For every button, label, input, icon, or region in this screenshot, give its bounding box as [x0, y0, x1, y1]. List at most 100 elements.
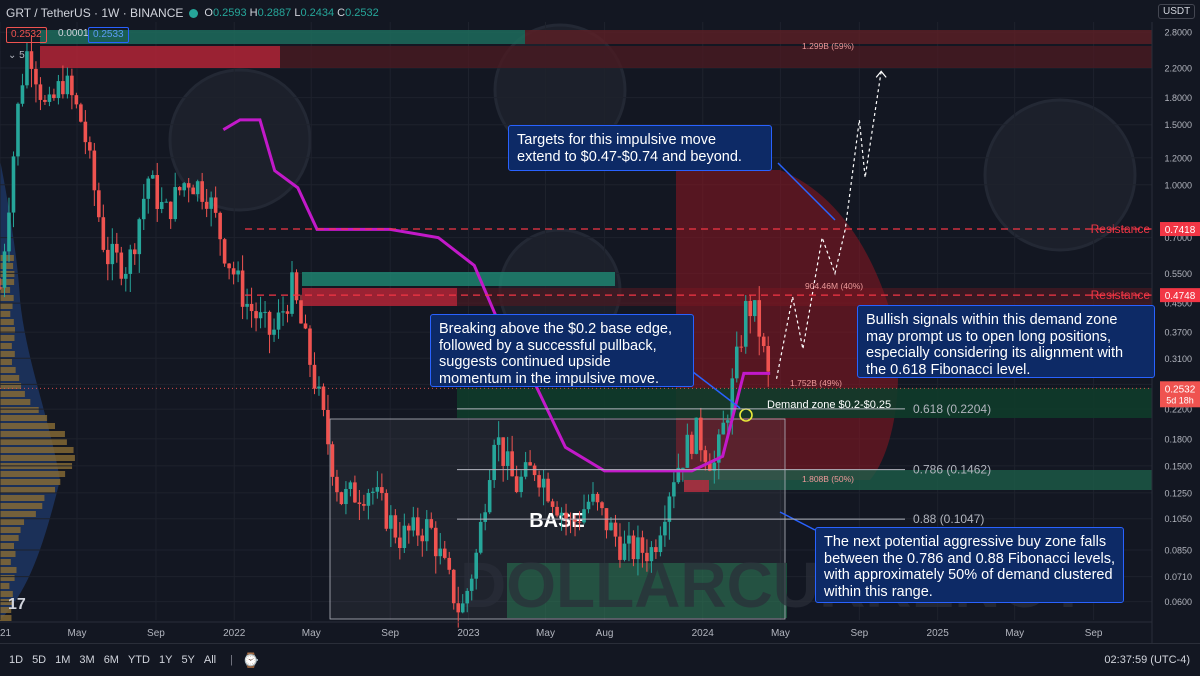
candle	[429, 519, 433, 528]
price-tick-label: 0.3700	[1164, 328, 1192, 338]
candle	[690, 435, 694, 454]
candle	[528, 462, 532, 465]
candle	[281, 311, 285, 312]
volume-profile-bar	[0, 583, 9, 589]
candle	[686, 435, 690, 468]
candle	[735, 347, 739, 379]
currency-selector[interactable]: USDT	[1158, 4, 1195, 19]
candle	[133, 249, 137, 254]
range-5y[interactable]: 5Y	[181, 654, 194, 666]
candle	[7, 213, 11, 252]
candle	[618, 537, 622, 560]
candle	[34, 69, 38, 84]
candle	[403, 526, 407, 548]
candle	[299, 300, 303, 323]
volume-profile-bar	[0, 527, 21, 533]
range-ytd[interactable]: YTD	[128, 654, 150, 666]
candle	[573, 519, 577, 521]
range-1d[interactable]: 1D	[9, 654, 23, 666]
time-tick-label: May	[771, 628, 790, 639]
price-tick-label: 0.1250	[1164, 488, 1192, 498]
candle	[169, 202, 173, 219]
price-tick-label: 0.0850	[1164, 546, 1192, 556]
range-5d[interactable]: 5D	[32, 654, 46, 666]
range-3m[interactable]: 3M	[79, 654, 94, 666]
price-tick-label: 0.3100	[1164, 354, 1192, 364]
candle	[322, 387, 326, 410]
candle	[380, 487, 384, 493]
price-tick-label: 0.1800	[1164, 434, 1192, 444]
volume-profile-bar	[0, 511, 36, 517]
candle	[16, 104, 20, 157]
candle	[470, 579, 474, 591]
volume-profile-bar	[0, 279, 14, 285]
symbol-title[interactable]: GRT / TetherUS · 1W · BINANCE	[6, 6, 183, 20]
price-axis[interactable]: 2.8000 2.2000 1.8000 1.5000 1.2000 1.0000 0.70…	[1152, 0, 1200, 643]
range-all[interactable]: All	[204, 654, 216, 666]
volume-percent-label: 904.46M (40%)	[805, 281, 863, 291]
candle	[304, 323, 308, 328]
time-tick-label: Sep	[381, 628, 399, 639]
candle	[52, 94, 56, 98]
price-tick-label: 1.2000	[1164, 153, 1192, 163]
volume-profile-bar	[0, 575, 15, 581]
annotation-bullish: Bullish signals within this demand zone …	[857, 305, 1155, 378]
volume-profile-bar	[0, 255, 14, 261]
date-range-icon[interactable]: ⌚	[242, 652, 259, 669]
volume-zone-bear-ext2	[280, 46, 1152, 68]
candle	[241, 270, 245, 306]
candle	[488, 480, 492, 512]
volume-profile-bar	[0, 487, 55, 493]
clock[interactable]: 02:37:59 (UTC-4)	[1104, 654, 1190, 666]
candle	[394, 515, 398, 537]
volume-profile-bar	[0, 447, 74, 453]
candle	[48, 94, 52, 101]
current-price-value: 0.2532	[1165, 384, 1196, 395]
candle	[277, 312, 281, 329]
range-1m[interactable]: 1M	[55, 654, 70, 666]
range-1y[interactable]: 1Y	[159, 654, 172, 666]
low-value: 0.2434	[300, 7, 334, 19]
sell-price-button[interactable]: 0.2532	[6, 27, 47, 43]
time-tick-label: Sep	[1085, 628, 1103, 639]
candle	[582, 509, 586, 522]
open-value: 0.2593	[213, 7, 247, 19]
watermark-circle	[170, 70, 310, 210]
buy-price-button[interactable]: 0.2533	[88, 27, 129, 43]
candle	[654, 547, 658, 552]
bar-countdown: 5d 18h	[1166, 395, 1194, 405]
candle	[551, 501, 555, 507]
time-tick-label: 2021	[0, 628, 12, 639]
candle	[447, 558, 451, 570]
candle	[295, 272, 299, 300]
candle	[744, 301, 748, 347]
volume-profile-bar	[0, 415, 47, 421]
candle	[272, 330, 276, 335]
tradingview-logo[interactable]: 17	[8, 596, 26, 614]
range-6m[interactable]: 6M	[104, 654, 119, 666]
time-tick-label: 2022	[223, 628, 246, 639]
candle	[308, 329, 312, 365]
volume-profile-bar	[0, 399, 30, 405]
candle	[182, 183, 186, 190]
indicators-toggle[interactable]: ⌄ 5	[8, 50, 25, 61]
candle	[636, 537, 640, 559]
time-tick-label: May	[302, 628, 321, 639]
time-tick-label: Sep	[147, 628, 165, 639]
volume-profile-bar	[0, 479, 60, 485]
ohlc-values: O0.2593 H0.2887 L0.2434 C0.2532	[204, 7, 378, 19]
candle	[739, 347, 743, 348]
candle	[119, 253, 123, 279]
candle	[313, 365, 317, 389]
price-tick-label: 0.1500	[1164, 461, 1192, 471]
candle	[753, 300, 757, 316]
candle	[501, 437, 505, 466]
resistance-label: Resistance	[1091, 288, 1151, 302]
volume-profile-bar	[0, 495, 44, 501]
candle	[757, 300, 761, 337]
candle	[766, 346, 770, 372]
resistance-axis-price: 0.7418	[1165, 225, 1196, 236]
price-tick-label: 0.0710	[1164, 572, 1192, 582]
volume-profile-bar	[0, 271, 14, 277]
candle	[699, 418, 703, 451]
